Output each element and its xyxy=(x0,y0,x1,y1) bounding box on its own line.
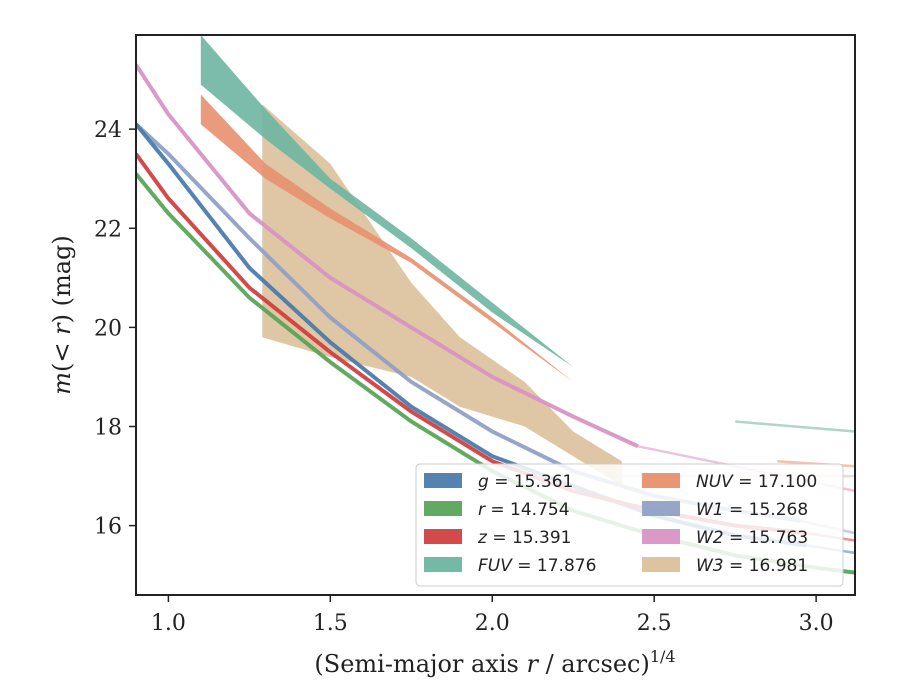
legend-label-w2: W2 = 15.763 xyxy=(696,528,808,548)
y-tick-label: 16 xyxy=(94,515,122,540)
legend-swatch-w1 xyxy=(642,501,680,516)
legend-label-w3: W3 = 16.981 xyxy=(696,556,808,576)
x-tick-label: 2.5 xyxy=(637,611,672,636)
y-tick-label: 22 xyxy=(94,217,122,242)
legend-swatch-g xyxy=(424,473,462,488)
y-tick-label: 18 xyxy=(94,416,122,441)
y-tick-label: 24 xyxy=(94,118,122,143)
legend-swatch-r xyxy=(424,501,462,516)
legend-swatch-fuv xyxy=(424,557,462,572)
legend-label-g: g = 15.361 xyxy=(478,472,573,492)
legend-swatch-nuv xyxy=(642,473,680,488)
series-w1-line xyxy=(136,122,801,523)
plot-frame xyxy=(135,34,856,596)
series-fuv-extension xyxy=(735,420,855,433)
y-axis-title: m(< r) (mag) xyxy=(48,235,76,395)
legend-label-z: z = 15.391 xyxy=(477,528,571,548)
x-tick-label: 3.0 xyxy=(799,611,834,636)
legend-label-nuv: NUV = 17.100 xyxy=(696,472,817,492)
legend-swatch-w3 xyxy=(642,557,680,572)
legend: g = 15.361 r = 14.754 z = 15.391 FUV = 17.8… xyxy=(415,463,844,587)
ticks: 1.0 1.5 2.0 2.5 3.0 16 18 20 22 24 xyxy=(94,118,834,636)
y-tick-label: 20 xyxy=(94,316,122,341)
legend-label-r: r = 14.754 xyxy=(478,500,570,520)
legend-label-fuv: FUV = 17.876 xyxy=(478,556,596,576)
series-w2-line xyxy=(136,63,639,449)
legend-box xyxy=(415,463,844,587)
x-tick-label: 1.5 xyxy=(313,611,348,636)
x-tick-label: 2.0 xyxy=(475,611,510,636)
x-axis-title: (Semi-major axis r / arcsec)1/4 xyxy=(314,647,675,678)
x-tick-label: 1.0 xyxy=(151,611,186,636)
legend-swatch-w2 xyxy=(642,529,680,544)
legend-swatch-z xyxy=(424,529,462,544)
legend-label-w1: W1 = 15.268 xyxy=(696,500,808,520)
